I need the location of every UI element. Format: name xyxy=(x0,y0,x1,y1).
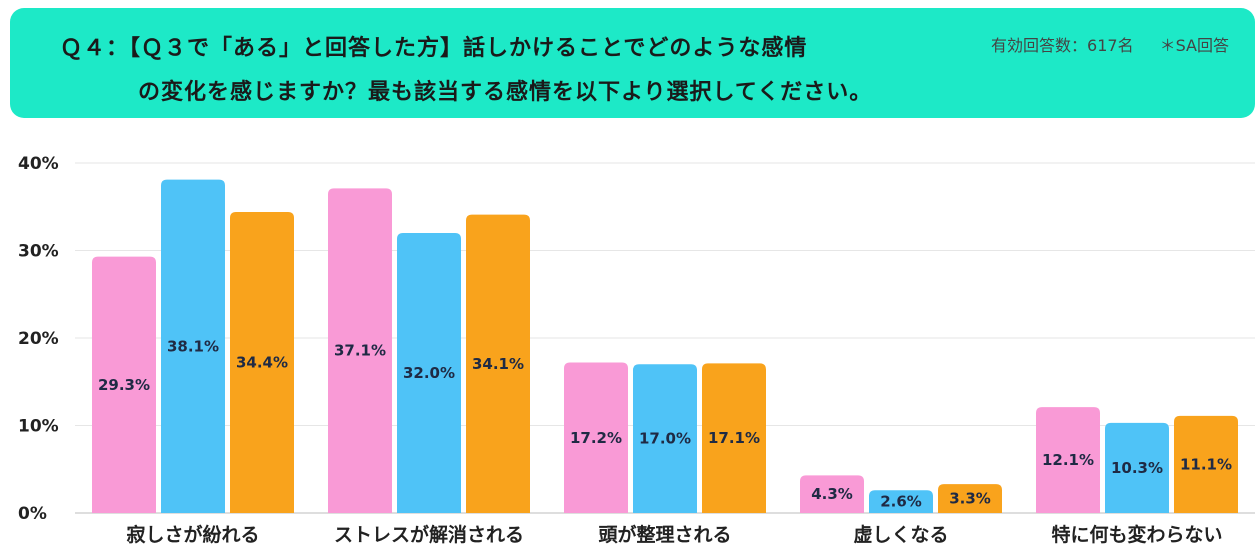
bar-0-0 xyxy=(92,256,156,513)
y-tick-label: 20% xyxy=(18,329,59,349)
data-label: 17.1% xyxy=(708,429,760,447)
bar-3-1 xyxy=(869,490,933,513)
question-text-line2: の変化を感じますか？最も該当する感情を以下より選択してください。 xyxy=(138,80,873,105)
answer-type: ＊SA回答 xyxy=(1159,36,1229,55)
x-category-label: ストレスが解消される xyxy=(334,523,524,546)
x-category-label: 特に何も変わらない xyxy=(1051,523,1222,546)
data-label: 38.1% xyxy=(167,337,219,355)
y-tick-label: 10% xyxy=(18,417,59,437)
data-label: 4.3% xyxy=(811,485,853,503)
bar-2-1 xyxy=(633,364,697,513)
x-category-label: 寂しさが紛れる xyxy=(126,523,259,546)
data-label: 37.1% xyxy=(334,342,386,360)
y-tick-label: 40% xyxy=(18,154,59,174)
data-label: 2.6% xyxy=(880,493,922,511)
data-label: 10.3% xyxy=(1111,459,1163,477)
data-label: 17.0% xyxy=(639,430,691,448)
data-label: 17.2% xyxy=(570,429,622,447)
data-label: 11.1% xyxy=(1180,455,1232,473)
y-tick-label: 30% xyxy=(18,242,59,262)
data-label: 12.1% xyxy=(1042,451,1094,469)
bar-4-1 xyxy=(1105,422,1169,513)
question-header: Ｑ４：【Ｑ３で「ある」と回答した方】話しかけることでどのような感情 の変化を感じ… xyxy=(10,8,1255,118)
y-tick-label: 0% xyxy=(18,504,47,524)
bar-2-0 xyxy=(564,362,628,513)
data-label: 32.0% xyxy=(403,364,455,382)
data-label: 34.1% xyxy=(472,355,524,373)
bar-1-1 xyxy=(397,233,461,513)
bar-4-0 xyxy=(1036,407,1100,513)
question-text-line1: Ｑ４：【Ｑ３で「ある」と回答した方】話しかけることでどのような感情 xyxy=(60,36,808,61)
respondent-count: 有効回答数：617名 xyxy=(991,36,1134,55)
bar-3-2 xyxy=(938,484,1002,513)
bar-3-0 xyxy=(800,475,864,513)
data-label: 29.3% xyxy=(98,376,150,394)
survey-meta: 有効回答数：617名 ＊SA回答 xyxy=(991,32,1229,56)
bar-2-2 xyxy=(702,363,766,513)
bar-0-2 xyxy=(230,212,294,513)
bar-1-2 xyxy=(466,214,530,513)
bar-1-0 xyxy=(328,188,392,513)
data-label: 34.4% xyxy=(236,354,288,372)
bar-4-2 xyxy=(1174,415,1238,513)
data-label: 3.3% xyxy=(949,490,991,508)
x-category-label: 虚しくなる xyxy=(853,523,948,546)
bar-0-1 xyxy=(161,179,225,513)
x-category-label: 頭が整理される xyxy=(598,523,731,546)
bar-chart: 0% 10% 20% 30% 40% 29.3% 38.1% 34.4% 寂しさが紛れる 37.1… xyxy=(18,154,1255,546)
